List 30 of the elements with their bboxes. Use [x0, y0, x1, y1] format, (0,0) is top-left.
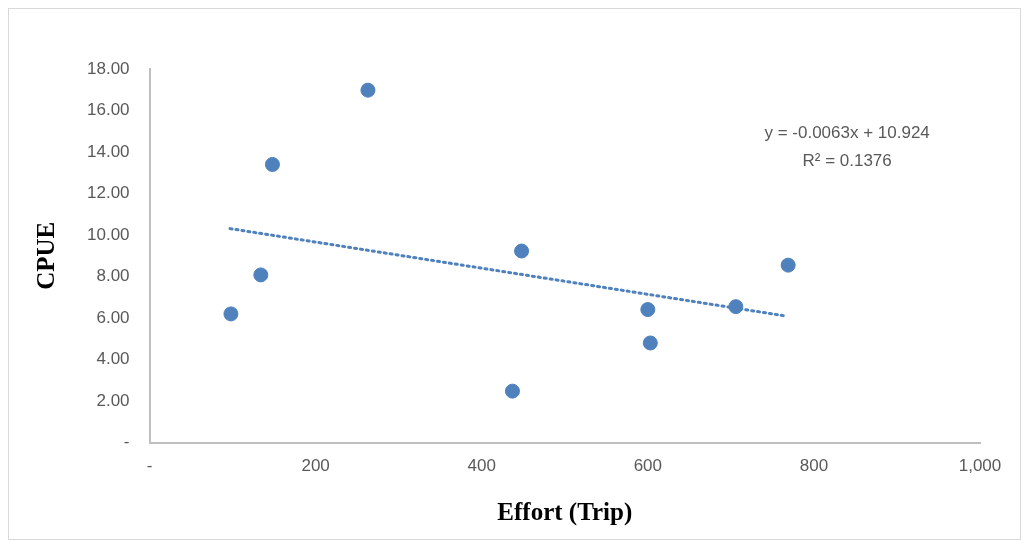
point: [253, 267, 269, 283]
x-tick-label: 800: [799, 456, 829, 476]
y-axis-title: CPUE: [32, 221, 60, 290]
y-tick-label: 2.00: [96, 390, 130, 410]
point: [728, 299, 744, 315]
y-tick-label: 12.00: [86, 183, 130, 203]
point: [642, 335, 658, 351]
y-tick-label: 6.00: [96, 307, 130, 327]
x-axis-title: Effort (Trip): [497, 498, 633, 527]
y-tick-label: 8.00: [96, 266, 130, 286]
y-tick-label: 18.00: [86, 58, 130, 78]
y-tick-label: 14.00: [86, 141, 130, 161]
x-tick-label: 1,000: [958, 456, 1002, 476]
y-tick-label: 16.00: [86, 100, 130, 120]
point: [264, 156, 280, 172]
x-tick-label: 400: [467, 456, 496, 476]
x-tick-label: 600: [633, 456, 662, 476]
y-tick-label: -: [123, 432, 130, 452]
x-tick-label: -: [146, 456, 153, 476]
annotation: y = -0.0063x + 10.924: [764, 122, 930, 142]
y-tick-label: 4.00: [96, 349, 130, 369]
point: [640, 302, 656, 318]
annotation: R² = 0.1376: [802, 150, 892, 170]
y-tick-label: 10.00: [86, 224, 130, 244]
point: [514, 243, 530, 259]
x-tick-label: 200: [301, 456, 330, 476]
point: [223, 306, 239, 322]
point: [504, 383, 520, 399]
point: [360, 82, 376, 98]
point: [780, 257, 796, 273]
